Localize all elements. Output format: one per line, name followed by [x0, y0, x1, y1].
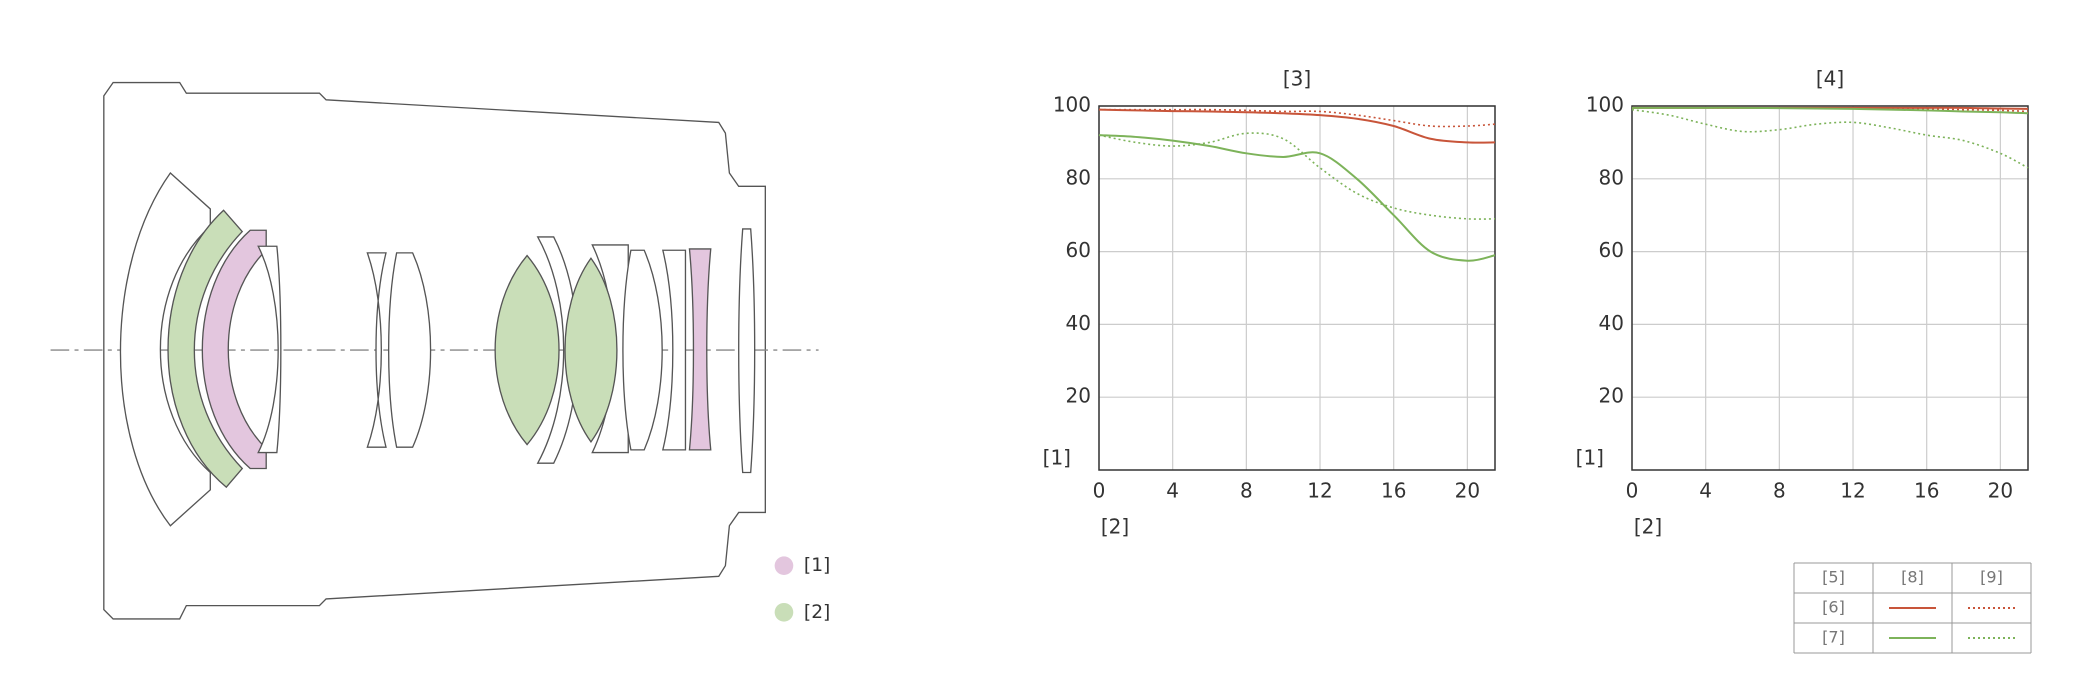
- lens-element: [388, 252, 432, 448]
- table-row-label: [6]: [1822, 598, 1845, 617]
- table-header: [8]: [1901, 568, 1924, 587]
- plot-frame: [1098, 105, 1496, 471]
- lens-element: [201, 229, 267, 470]
- lens-element: [494, 254, 560, 446]
- table-header: [9]: [1980, 568, 2003, 587]
- series-line: [1098, 108, 1496, 128]
- x-axis-label: [2]: [1101, 515, 1129, 539]
- lens-element: [564, 257, 618, 444]
- y-tick-label: 80: [1599, 165, 1624, 189]
- lens-element: [738, 228, 756, 474]
- x-tick-label: 12: [1840, 479, 1865, 503]
- y-tick-label: 20: [1599, 384, 1624, 408]
- legend-label: [1]: [804, 555, 830, 576]
- lens-element: [257, 245, 282, 454]
- series-line: [1098, 132, 1496, 220]
- lens-element: [622, 249, 663, 451]
- y-tick-label: 100: [1053, 93, 1091, 117]
- x-tick-label: 4: [1699, 479, 1712, 503]
- legend-swatch: [774, 602, 794, 622]
- y-axis-label: [1]: [1576, 446, 1604, 470]
- lens-element: [366, 252, 387, 448]
- x-tick-label: 0: [1093, 479, 1106, 503]
- lens-element: [688, 248, 712, 451]
- y-tick-label: 80: [1066, 165, 1091, 189]
- x-tick-label: 16: [1914, 479, 1939, 503]
- y-tick-label: 60: [1599, 238, 1624, 262]
- chart-title: [3]: [1283, 67, 1311, 91]
- table-header: [5]: [1822, 568, 1845, 587]
- y-tick-label: 40: [1599, 311, 1624, 335]
- chart-title: [4]: [1816, 67, 1844, 91]
- series-line: [1631, 108, 2029, 169]
- x-tick-label: 4: [1166, 479, 1179, 503]
- x-tick-label: 20: [1988, 479, 2013, 503]
- plot-frame: [1631, 105, 2029, 471]
- lens-element: [167, 209, 244, 489]
- table-row-label: [7]: [1822, 628, 1845, 647]
- lens-element: [119, 172, 211, 527]
- x-tick-label: 20: [1455, 479, 1480, 503]
- y-tick-label: 40: [1066, 311, 1091, 335]
- y-tick-label: 20: [1066, 384, 1091, 408]
- y-axis-label: [1]: [1043, 446, 1071, 470]
- legend-label: [2]: [804, 602, 830, 623]
- x-tick-label: 12: [1307, 479, 1332, 503]
- x-tick-label: 8: [1240, 479, 1253, 503]
- y-tick-label: 100: [1586, 93, 1624, 117]
- series-line: [1098, 134, 1496, 262]
- y-tick-label: 60: [1066, 238, 1091, 262]
- lens-element: [661, 249, 687, 451]
- lens-diagram: [1] [2]: [50, 81, 830, 623]
- series-line: [1098, 108, 1496, 144]
- series-line: [1631, 106, 2029, 115]
- x-axis-label: [2]: [1634, 515, 1662, 539]
- x-tick-label: 16: [1381, 479, 1406, 503]
- x-tick-label: 8: [1773, 479, 1786, 503]
- legend-table: [5] [8] [9] [6] [7]: [1793, 562, 2032, 654]
- legend-swatch: [774, 556, 794, 575]
- x-tick-label: 0: [1626, 479, 1639, 503]
